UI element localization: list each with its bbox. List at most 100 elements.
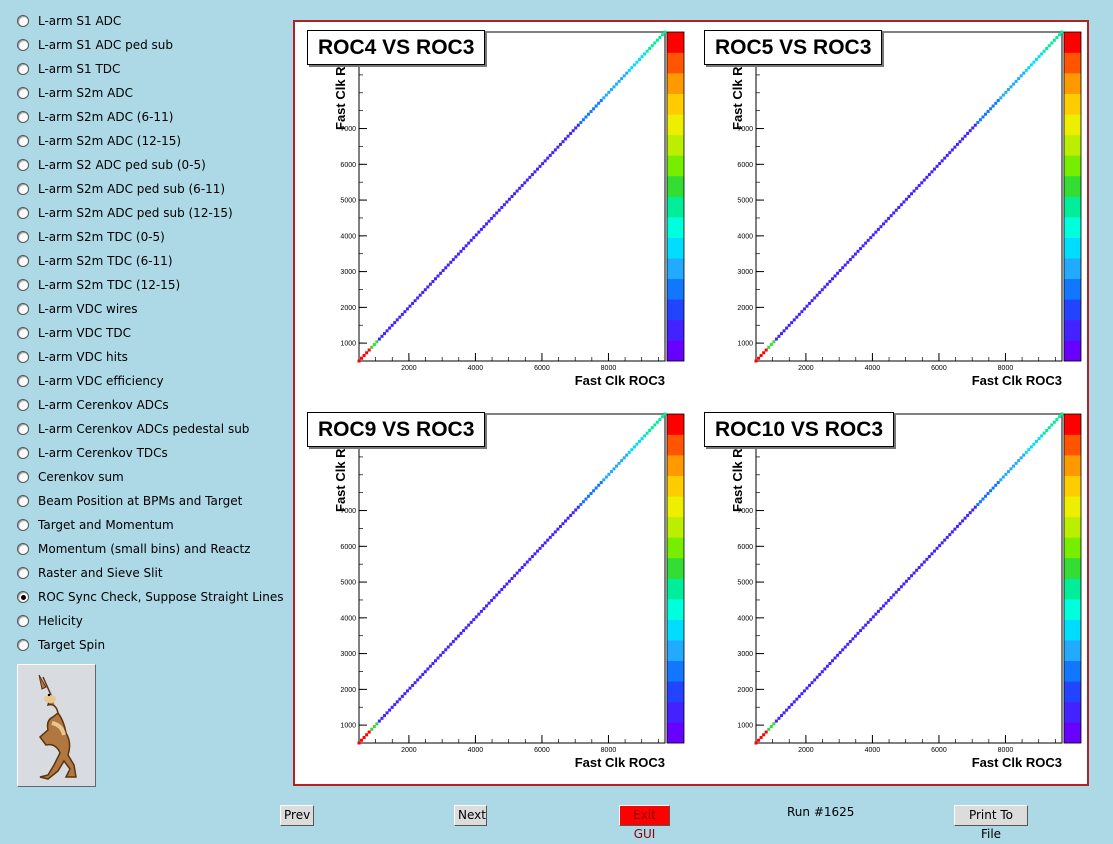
radio-button-icon[interactable] [17, 255, 29, 267]
sidebar-option[interactable]: L-arm S2m ADC (6-11) [17, 108, 173, 126]
exit-gui-button[interactable]: Exit GUI [619, 805, 670, 841]
print-to-file-button[interactable]: Print To File [954, 805, 1028, 841]
data-point [495, 211, 499, 215]
sidebar-option[interactable]: L-arm S2 ADC ped sub (0-5) [17, 156, 206, 174]
radio-button-icon[interactable] [17, 39, 29, 51]
plot-pad-roc5[interactable]: 2000 4000 6000 8000 1000 2000 3000 4000 5000 6000… [692, 22, 1089, 404]
data-point [367, 348, 371, 352]
sidebar-option[interactable]: L-arm S1 ADC ped sub [17, 36, 173, 54]
radio-button-icon[interactable] [17, 375, 29, 387]
plot-title: ROC4 VS ROC3 [307, 30, 486, 65]
radio-button-icon[interactable] [17, 351, 29, 363]
palette-segment [1064, 32, 1081, 53]
radio-button-icon[interactable] [17, 639, 29, 651]
radio-button-icon[interactable] [17, 423, 29, 435]
sidebar-option[interactable]: L-arm VDC efficiency [17, 372, 164, 390]
prev-button[interactable]: Prev [280, 805, 314, 826]
data-point [879, 607, 883, 611]
data-point [876, 227, 880, 231]
data-point [838, 269, 842, 273]
sidebar-option[interactable]: L-arm VDC hits [17, 348, 128, 366]
sidebar-option[interactable]: Helicity [17, 612, 83, 630]
radio-button-icon[interactable] [17, 279, 29, 291]
data-point [948, 151, 952, 155]
data-point [1027, 448, 1031, 452]
palette-segment [1064, 414, 1081, 435]
data-point [994, 101, 998, 105]
data-point [385, 329, 389, 333]
data-point [469, 620, 473, 624]
sidebar-option[interactable]: L-arm S2m TDC (12-15) [17, 276, 180, 294]
data-point [935, 164, 939, 168]
sidebar-option[interactable]: L-arm Cerenkov ADCs [17, 396, 169, 414]
data-point [792, 318, 796, 322]
sidebar-option[interactable]: L-arm S2m ADC [17, 84, 133, 102]
radio-button-icon[interactable] [17, 327, 29, 339]
data-point [528, 557, 532, 561]
radio-button-icon[interactable] [17, 495, 29, 507]
sidebar-option[interactable]: Target Spin [17, 636, 105, 654]
next-button[interactable]: Next [454, 805, 487, 826]
radio-button-icon[interactable] [17, 183, 29, 195]
radio-button-icon[interactable] [17, 111, 29, 123]
sidebar-option[interactable]: L-arm S1 ADC [17, 12, 121, 30]
radio-button-icon[interactable] [17, 567, 29, 579]
data-point [477, 612, 481, 616]
sidebar-option[interactable]: L-arm S2m TDC (0-5) [17, 228, 165, 246]
data-point [1060, 30, 1064, 34]
radio-button-icon[interactable] [17, 207, 29, 219]
radio-button-icon[interactable] [17, 231, 29, 243]
radio-button-icon[interactable] [17, 471, 29, 483]
radio-button-icon[interactable] [17, 135, 29, 147]
plot-pad-roc9[interactable]: 2000 4000 6000 8000 1000 2000 3000 4000 5000 6000… [295, 404, 692, 786]
radio-button-icon[interactable] [17, 447, 29, 459]
data-point [375, 340, 379, 344]
data-point [635, 442, 639, 446]
data-point [757, 738, 761, 742]
radio-button-icon[interactable] [17, 591, 29, 603]
sidebar-option[interactable]: L-arm Cerenkov TDCs [17, 444, 168, 462]
plot-pad-roc10[interactable]: 2000 4000 6000 8000 1000 2000 3000 4000 5000 6000… [692, 404, 1089, 786]
sidebar-option[interactable]: Cerenkov sum [17, 468, 124, 486]
palette-segment [1064, 599, 1081, 620]
radio-button-icon[interactable] [17, 399, 29, 411]
data-point [1024, 450, 1028, 454]
radio-button-icon[interactable] [17, 519, 29, 531]
data-point [853, 634, 857, 638]
sidebar-option[interactable]: Target and Momentum [17, 516, 174, 534]
sidebar-option[interactable]: L-arm S1 TDC [17, 60, 120, 78]
data-point [861, 626, 865, 630]
data-point [492, 596, 496, 600]
sidebar-option[interactable]: Beam Position at BPMs and Target [17, 492, 242, 510]
y-tick-label: 7000 [340, 126, 356, 133]
radio-button-icon[interactable] [17, 543, 29, 555]
plot-pad-roc4[interactable]: 2000 4000 6000 8000 1000 2000 3000 4000 5000 6000… [295, 22, 692, 404]
sidebar-option[interactable]: L-arm VDC wires [17, 300, 137, 318]
data-point [769, 343, 773, 347]
sidebar-option[interactable]: L-arm S2m TDC (6-11) [17, 252, 173, 270]
sidebar-option[interactable]: L-arm VDC TDC [17, 324, 131, 342]
radio-button-icon[interactable] [17, 15, 29, 27]
data-point [643, 434, 647, 438]
radio-button-icon[interactable] [17, 87, 29, 99]
data-point [530, 555, 534, 559]
data-point [418, 675, 422, 679]
y-tick-label: 2000 [737, 687, 753, 694]
sidebar-option[interactable]: L-arm Cerenkov ADCs pedestal sub [17, 420, 249, 438]
radio-button-icon[interactable] [17, 159, 29, 171]
data-point [884, 219, 888, 223]
sidebar-option-label: L-arm S1 ADC [38, 14, 122, 28]
sidebar-option[interactable]: ROC Sync Check, Suppose Straight Lines [17, 588, 283, 606]
sidebar-option[interactable]: L-arm S2m ADC (12-15) [17, 132, 181, 150]
sidebar-option[interactable]: L-arm S2m ADC ped sub (12-15) [17, 204, 233, 222]
data-point [902, 200, 906, 204]
data-point [571, 129, 575, 133]
sidebar-option[interactable]: Momentum (small bins) and Reactz [17, 540, 250, 558]
sidebar-option[interactable]: L-arm S2m ADC ped sub (6-11) [17, 180, 225, 198]
radio-button-icon[interactable] [17, 63, 29, 75]
radio-button-icon[interactable] [17, 303, 29, 315]
data-point [930, 552, 934, 556]
run-number-label: Run #1625 [787, 805, 855, 819]
sidebar-option[interactable]: Raster and Sieve Slit [17, 564, 163, 582]
radio-button-icon[interactable] [17, 615, 29, 627]
